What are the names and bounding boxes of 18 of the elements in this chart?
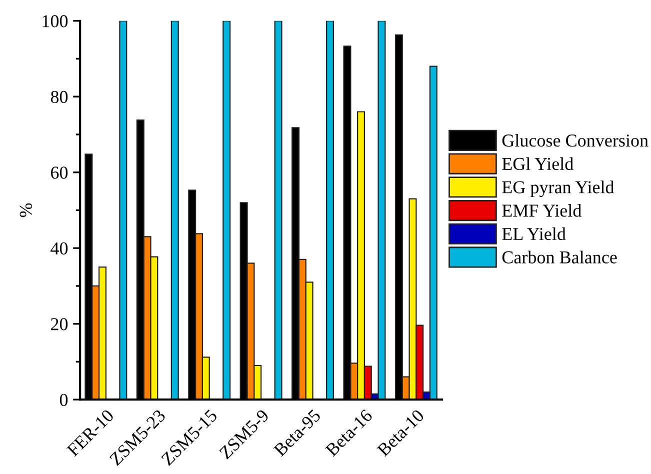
bar [119,20,128,400]
y-tick-label: 60 [50,166,68,179]
legend-label: EGl Yield [502,157,574,170]
y-tick-label: 0 [60,394,68,406]
legend-label: Carbon Balance [502,250,617,264]
legend-label: Glucose Conversion [502,134,648,147]
y-tick-label: 80 [50,90,68,104]
bar [170,20,179,400]
legend-label: EMF Yield [502,204,582,217]
y-axis-title: % [20,203,32,218]
bar [326,20,334,400]
legend-label: EG pyran Yield [502,180,614,198]
y-tick-label: 20 [51,318,68,330]
y-tick-label: 40 [50,242,68,255]
legend-label: EL Yield [502,227,566,240]
bar [274,20,282,400]
y-tick-label: 100 [42,15,68,28]
bar [222,20,231,400]
